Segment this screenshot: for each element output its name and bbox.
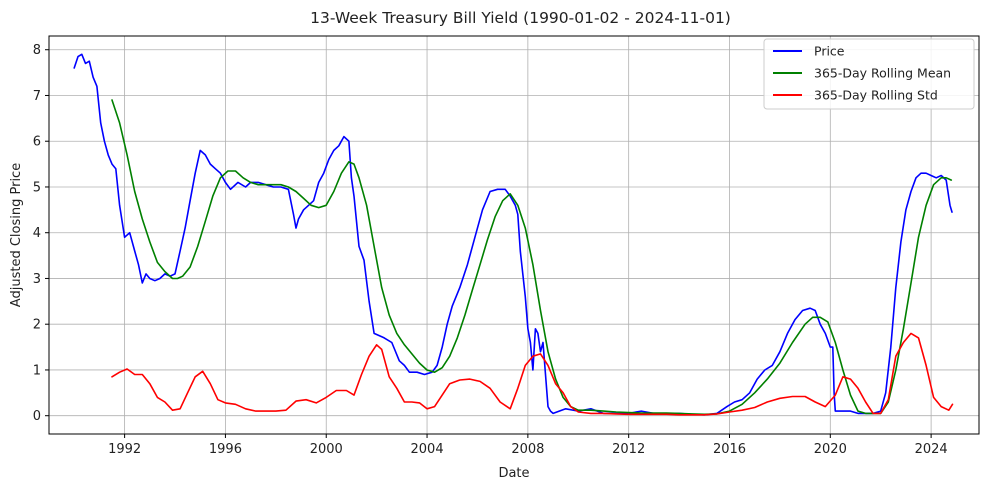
chart-title: 13-Week Treasury Bill Yield (1990-01-02 … bbox=[310, 9, 731, 27]
x-tick-label: 2024 bbox=[915, 442, 948, 457]
legend-label: 365-Day Rolling Std bbox=[814, 88, 938, 103]
y-tick-label: 5 bbox=[33, 180, 41, 195]
y-tick-label: 6 bbox=[33, 135, 41, 150]
x-tick-label: 1996 bbox=[209, 442, 242, 457]
legend-box bbox=[763, 38, 975, 110]
series-line-2 bbox=[111, 99, 953, 416]
y-tick-label: 4 bbox=[33, 226, 41, 241]
grid-lines bbox=[49, 36, 979, 434]
x-tick-label: 1992 bbox=[108, 442, 141, 457]
legend-label: Price bbox=[814, 44, 845, 59]
legend-label: 365-Day Rolling Mean bbox=[814, 66, 951, 81]
y-axis-title: Adjusted Closing Price bbox=[9, 163, 24, 307]
x-tick-label: 2020 bbox=[814, 442, 847, 457]
plot-frame bbox=[48, 35, 980, 435]
series-line-1 bbox=[73, 53, 953, 416]
x-tick-label: 2004 bbox=[411, 442, 444, 457]
x-axis-ticks: 1992 1996 2000 2004 2008 2012 2016 2020 2024 bbox=[108, 434, 948, 457]
x-tick-label: 2016 bbox=[713, 442, 746, 457]
x-axis-title: Date bbox=[498, 466, 529, 481]
x-tick-label: 2012 bbox=[612, 442, 645, 457]
y-tick-label: 7 bbox=[33, 89, 41, 104]
y-axis-ticks: 0 1 2 3 4 5 6 7 8 bbox=[33, 43, 49, 424]
x-tick-label: 2008 bbox=[511, 442, 544, 457]
series-line-3 bbox=[111, 332, 954, 416]
y-tick-label: 0 bbox=[33, 409, 41, 424]
series-lines bbox=[73, 53, 954, 416]
x-tick-label: 2000 bbox=[310, 442, 343, 457]
y-tick-label: 1 bbox=[33, 363, 41, 378]
y-tick-label: 8 bbox=[33, 43, 41, 58]
legend: Price 365-Day Rolling Mean 365-Day Rolling… bbox=[763, 38, 975, 110]
y-tick-label: 2 bbox=[33, 318, 41, 333]
y-tick-label: 3 bbox=[33, 272, 41, 287]
